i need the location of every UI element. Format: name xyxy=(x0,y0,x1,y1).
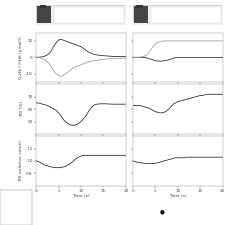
Bar xyxy=(136,4,143,8)
Y-axis label: TOI (%): TOI (%) xyxy=(20,101,25,117)
X-axis label: Time (s): Time (s) xyxy=(169,194,187,198)
Y-axis label: O₂Hb / HHb (μmol/l): O₂Hb / HHb (μmol/l) xyxy=(19,36,23,79)
Text: ●: ● xyxy=(160,209,164,214)
Bar xyxy=(40,4,46,8)
Bar xyxy=(151,7,221,23)
Y-axis label: THI (relative value): THI (relative value) xyxy=(19,140,23,182)
Bar xyxy=(54,7,124,23)
Bar xyxy=(37,6,51,23)
Bar xyxy=(134,6,148,23)
X-axis label: Time (s): Time (s) xyxy=(72,194,90,198)
